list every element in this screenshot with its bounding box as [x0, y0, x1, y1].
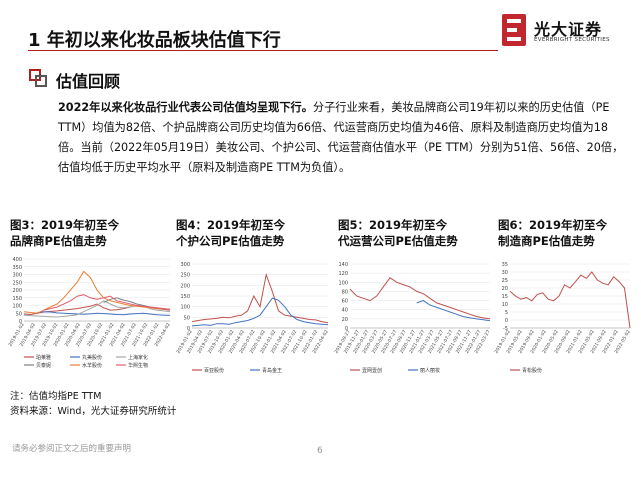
section-title: 估值回顾 [56, 72, 121, 91]
legend-label: 丽人丽妆 [420, 367, 440, 374]
note-line: 注：估值均指PE TTM [10, 391, 102, 402]
y-tick-label: 50 [16, 311, 22, 317]
legend-label: 丸美股份 [82, 354, 102, 361]
everbright-logo-icon [502, 14, 526, 46]
series-line [23, 270, 171, 314]
y-tick-label: 10 [502, 302, 508, 308]
y-tick-label: 250 [12, 280, 22, 286]
logo-name-en: EVERBRIGHT SECURITIES [534, 37, 610, 43]
company-logo: 光大证券 EVERBRIGHT SECURITIES [502, 14, 622, 54]
y-tick-label: 250 [180, 273, 190, 279]
y-tick-label: 20 [342, 317, 348, 323]
y-tick-label: 200 [12, 288, 22, 294]
series-line [191, 297, 329, 327]
y-tick-label: 150 [12, 296, 22, 302]
y-tick-label: 100 [180, 305, 190, 311]
summary-lead: 2022年以来化妆品行业代表公司估值均呈现下行。 [58, 101, 313, 114]
legend-label: 华熙生物 [128, 362, 148, 369]
page-number: 6 [317, 446, 323, 456]
y-tick-label: 15 [502, 294, 508, 300]
y-tick-label: 140 [338, 262, 348, 268]
panel-title-line1: 图5：2019年初至今 [338, 218, 448, 232]
series-line [43, 294, 171, 311]
panel-title-manufacturers: 图6：2019年初至今 制造商PE估值走势 [498, 217, 607, 249]
legend-label: 珀莱雅 [36, 354, 51, 361]
panel-title-brand: 图3：2019年初至今 品牌商PE估值走势 [10, 217, 119, 249]
legend-label: 贝泰妮 [36, 362, 51, 369]
y-tick-label: -5 [503, 326, 508, 332]
panel-title-line1: 图6：2019年初至今 [498, 218, 608, 232]
legend-label: 青松股份 [522, 367, 542, 374]
y-tick-label: 400 [12, 257, 22, 263]
brand-pe-chart: 0501001502002503003504002019-01-022019-0… [7, 257, 171, 369]
legend-label: 百亚股份 [204, 367, 224, 374]
y-tick-label: 40 [342, 308, 348, 314]
operator-pe-chart: 0204060801001201402019-09-272019-11-2720… [333, 262, 491, 374]
logo-name-cn: 光大证券 [534, 20, 603, 39]
panel-title-line2: 个护公司PE估值走势 [176, 234, 285, 248]
series-line [349, 277, 491, 320]
legend-label: 壹网壹创 [362, 367, 382, 374]
title-rule [28, 50, 498, 51]
summary-paragraph: 2022年以来化妆品行业代表公司估值均呈现下行。分子行业来看，美妆品牌商公司19… [58, 98, 624, 178]
y-tick-label: 0 [187, 326, 190, 332]
y-tick-label: 350 [12, 265, 22, 271]
disclaimer: 请务必参阅正文之后的重要声明 [12, 444, 132, 454]
panel-title-operators: 图5：2019年初至今 代运营公司PE估值走势 [338, 217, 458, 249]
series-line [103, 297, 171, 310]
manufacturer-pe-chart: -5051015202530352019-01-022019-05-022019… [493, 262, 631, 374]
legend-label: 青岛金王 [262, 367, 282, 374]
y-tick-label: 100 [338, 280, 348, 286]
panel-title-line2: 代运营公司PE估值走势 [338, 234, 458, 248]
source-line: 资料来源：Wind，光大证券研究所统计 [10, 406, 177, 417]
y-tick-label: 0 [345, 326, 348, 332]
y-tick-label: 200 [180, 283, 190, 289]
y-tick-label: 35 [502, 262, 508, 268]
y-tick-label: 0 [505, 318, 508, 324]
y-tick-label: 120 [338, 271, 348, 277]
legend-label: 上海家化 [128, 354, 148, 361]
y-tick-label: 25 [502, 278, 508, 284]
personal-care-pe-chart: 0501001502002503002019-01-022019-04-0220… [175, 262, 329, 374]
y-tick-label: 5 [505, 310, 508, 316]
series-line [509, 271, 631, 329]
series-line [37, 311, 171, 316]
panel-title-line2: 品牌商PE估值走势 [10, 234, 107, 248]
section-bullet-icon [29, 69, 47, 87]
series-line [416, 300, 491, 322]
panel-title-personal-care: 图4：2019年初至今 个护公司PE估值走势 [176, 217, 285, 249]
legend-label: 水羊股份 [82, 362, 102, 369]
y-tick-label: 50 [184, 315, 190, 321]
chart-notes: 注：估值均指PE TTM 资料来源：Wind，光大证券研究所统计 [10, 389, 176, 419]
y-tick-label: 300 [180, 262, 190, 268]
y-tick-label: 150 [180, 294, 190, 300]
panel-title-line1: 图4：2019年初至今 [176, 218, 286, 232]
y-tick-label: 100 [12, 304, 22, 310]
y-tick-label: 60 [342, 299, 348, 305]
series-line [191, 272, 329, 324]
y-tick-label: 30 [502, 270, 508, 276]
y-tick-label: 20 [502, 286, 508, 292]
summary-body: 分子行业来看，美妆品牌商公司19年初以来的历史估值（PE TTM）均值为82倍、… [58, 101, 624, 174]
panel-title-line2: 制造商PE估值走势 [498, 234, 595, 248]
y-tick-label: 300 [12, 273, 22, 279]
panel-title-line1: 图3：2019年初至今 [10, 218, 120, 232]
y-tick-label: 80 [342, 289, 348, 295]
page-title: 1 年初以来化妆品板块估值下行 [28, 30, 281, 51]
y-tick-label: 0 [19, 319, 22, 325]
